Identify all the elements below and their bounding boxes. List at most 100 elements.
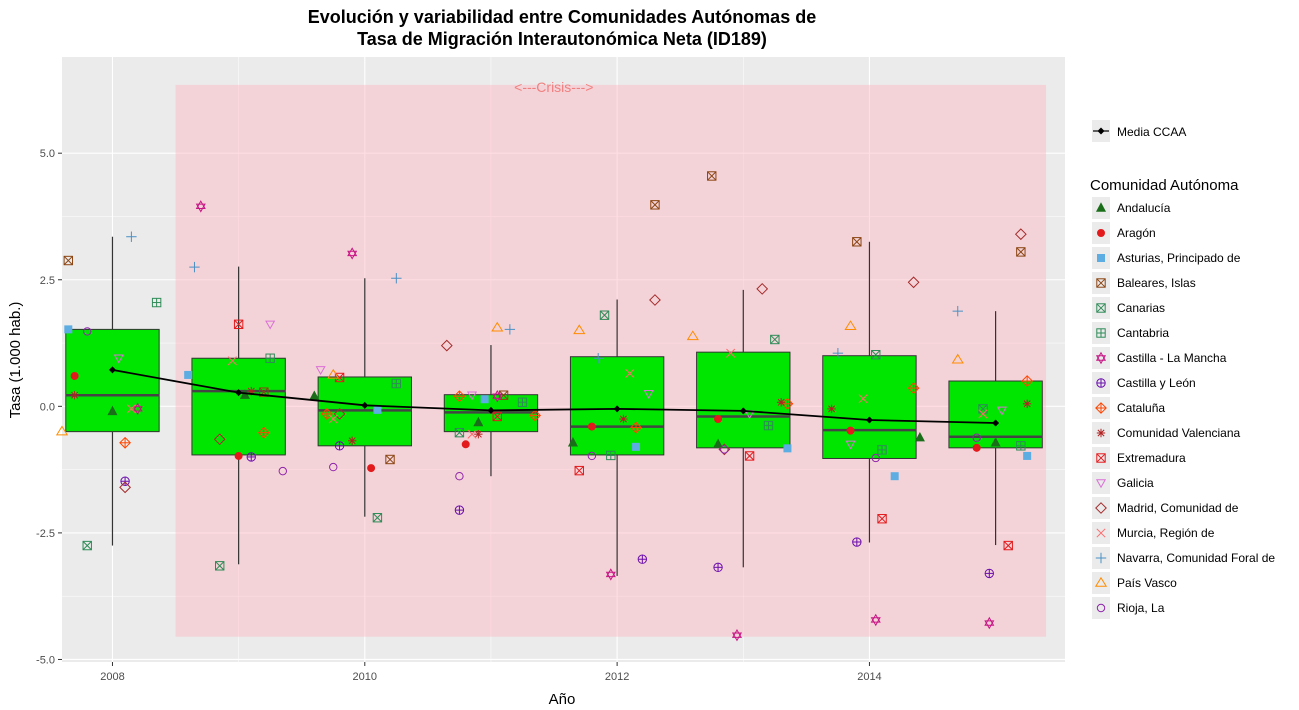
point-rioja-la [329,462,338,472]
box-2009 [191,357,286,456]
legend-marker-rioja-la [1096,603,1106,613]
point-andaluc-a [567,437,578,447]
legend-marker-madrid-comunidad-de [1095,502,1107,514]
point-andaluc-a [713,438,724,449]
point-extremadura [877,514,887,524]
legend-label: Galicia [1117,476,1154,490]
legend-label: Andalucía [1117,201,1171,215]
legend-marker-comunidad-valenciana [1096,428,1106,438]
legend-key [1092,497,1110,519]
point-navarra-comunidad-foral-de [952,305,963,317]
point-comunidad-valenciana [347,436,357,445]
chart-title-line-1: Evolución y variabilidad entre Comunidad… [308,7,816,27]
point-canarias [871,349,881,360]
point-andaluc-a [239,389,250,399]
point-castilla-y-le-n [454,505,465,515]
point-castilla-y-le-n [637,554,648,564]
point-asturias-principado-de [632,442,641,451]
point-murcia-regi-n-de [726,348,736,358]
legend-marker-asturias-principado-de [1097,254,1105,262]
chart-title: Evolución y variabilidad entre Comunidad… [308,7,816,49]
mean-point [613,405,621,413]
legend-label: Extremadura [1117,451,1186,465]
x-tick-label: 2014 [857,671,881,683]
y-axis-label: Tasa (1.000 hab.) [7,302,24,419]
point-galicia [845,440,856,450]
point-andaluc-a [990,437,1001,447]
point-pa-s-vasco [844,320,857,331]
point-cantabria [517,397,528,407]
legend-label: Aragón [1117,226,1156,240]
x-axis-label: Año [549,691,576,708]
y-tick-label: 0.0 [40,401,55,413]
legend-key [1092,597,1110,619]
legend-label: Navarra, Comunidad Foral de [1117,551,1275,565]
point-castilla-la-mancha [195,200,206,213]
point-asturias-principado-de [890,472,899,481]
point-asturias-principado-de [783,444,792,453]
point-extremadura [744,451,755,461]
point-comunidad-valenciana [1022,399,1032,408]
point-catalu-a [119,436,131,449]
point-castilla-y-le-n [713,562,723,573]
point-navarra-comunidad-foral-de [504,324,516,335]
point-comunidad-valenciana [70,390,79,400]
point-cantabria [265,353,275,363]
point-castilla-y-le-n [334,441,345,451]
point-murcia-regi-n-de [227,356,237,366]
point-baleares-islas [707,171,717,181]
point-rioja-la [455,471,464,481]
point-galicia [643,389,654,399]
point-cantabria [763,420,774,431]
point-asturias-principado-de [184,370,193,379]
point-castilla-y-le-n [984,568,995,579]
point-murcia-regi-n-de [328,414,338,424]
point-galicia [315,366,326,376]
point-navarra-comunidad-foral-de [126,231,137,242]
point-asturias-principado-de [64,325,73,334]
point-catalu-a [529,409,542,422]
point-extremadura [492,411,502,422]
point-madrid-comunidad-de [649,294,661,306]
legend-marker-catalu-a [1095,402,1107,414]
point-castilla-la-mancha [984,616,995,630]
point-arag-n [846,426,855,435]
point-asturias-principado-de [480,395,489,404]
box-2014 [822,355,917,459]
legend-key [1092,472,1110,494]
point-canarias [82,540,92,551]
legend-marker-canarias [1096,303,1106,313]
x-tick-label: 2008 [100,671,124,683]
point-castilla-y-le-n [852,537,862,547]
point-rioja-la [871,453,880,463]
point-arag-n [714,414,723,423]
legend-marker-castilla-la-mancha [1095,351,1107,365]
legend-marker-navarra-comunidad-foral-de [1095,552,1107,564]
point-galicia [996,406,1007,416]
legend-label: Cantabria [1117,326,1169,340]
point-catalu-a [1021,375,1034,387]
point-rioja-la [587,451,597,461]
legend: Media CCAA Comunidad Autónoma AndalucíaA… [1090,120,1275,619]
point-madrid-comunidad-de [333,408,346,420]
x-tick-label: 2012 [605,671,629,683]
legend-marker-baleares-islas [1096,278,1106,288]
legend-marker-cantabria [1096,328,1106,338]
point-canarias [770,334,780,345]
legend-key [1092,572,1110,594]
point-madrid-comunidad-de [907,276,920,289]
point-canarias [454,427,465,438]
point-catalu-a [321,408,333,420]
point-andaluc-a [473,416,484,427]
legend-label: Rioja, La [1117,601,1165,615]
point-cantabria [151,297,162,308]
legend-marker-pa-s-vasco [1094,576,1108,587]
point-cantabria [1016,441,1026,451]
point-pa-s-vasco [55,425,69,436]
point-murcia-regi-n-de [978,409,988,419]
point-navarra-comunidad-foral-de [592,353,604,364]
point-castilla-y-le-n [246,452,256,462]
legend-label: Castilla - La Mancha [1117,351,1227,365]
point-madrid-comunidad-de [756,282,769,295]
legend-label: Comunidad Valenciana [1117,426,1241,440]
